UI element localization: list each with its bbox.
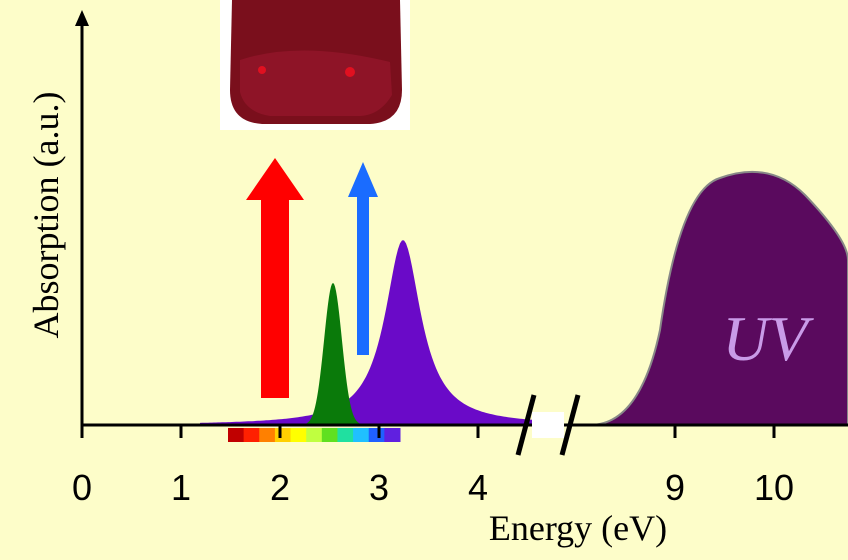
x-tick-label: 10 (754, 467, 794, 508)
x-tick-label: 1 (171, 467, 191, 508)
spectrum-segment (337, 428, 354, 442)
x-tick-label: 0 (72, 467, 92, 508)
uv-label: UV (722, 303, 814, 374)
axis-break (559, 394, 581, 456)
y-axis-arrow (75, 10, 89, 26)
uv-absorption (589, 170, 848, 426)
ticks: 0 1 2 3 4 9 10 (72, 425, 794, 508)
blue-arrow (348, 162, 378, 355)
spectrum-segment (353, 428, 370, 442)
violet-peak (200, 240, 540, 425)
spectrum-segment (228, 428, 245, 442)
x-tick-label: 4 (468, 467, 488, 508)
spectrum-segment (306, 428, 323, 442)
red-arrow (246, 158, 304, 398)
spectrum-segment (274, 428, 292, 442)
spectrum-bar (228, 428, 401, 442)
spectrum-segment (384, 428, 401, 442)
y-axis-label: Absorption (a.u.) (26, 92, 66, 339)
spectrum-segment (259, 428, 276, 442)
x-tick-label: 2 (270, 467, 290, 508)
x-axis-label: Energy (eV) (489, 508, 667, 548)
spectrum-segment (321, 428, 338, 442)
axis-break (515, 394, 537, 456)
x-tick-label: 3 (369, 467, 389, 508)
axis-break-gap (532, 412, 564, 438)
spectrum-segment (368, 428, 385, 442)
ruby-image (220, 0, 410, 130)
spectrum-segment (243, 428, 260, 442)
x-tick-label: 9 (665, 467, 685, 508)
green-peak (290, 283, 380, 425)
spectrum-segment (290, 428, 307, 442)
